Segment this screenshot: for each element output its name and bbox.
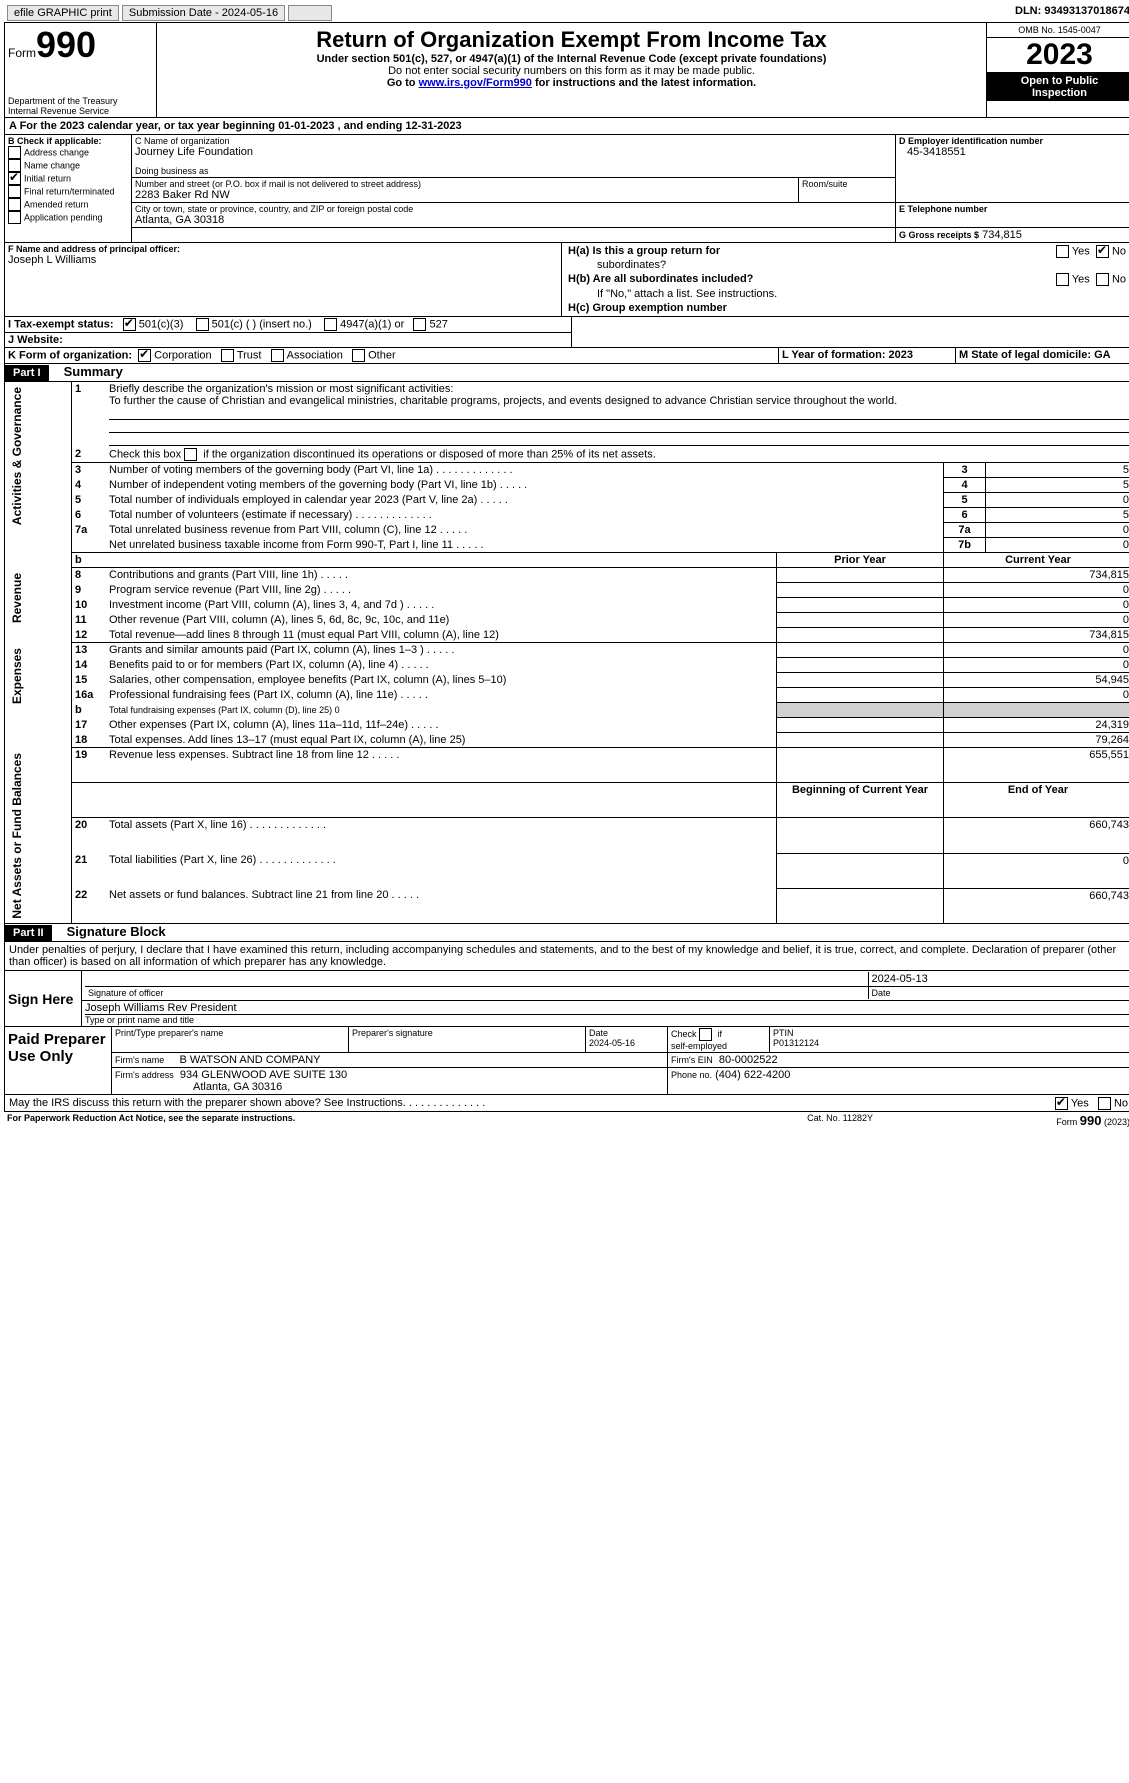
ssn-warning: Do not enter social security numbers on … — [161, 65, 982, 77]
page-footer: For Paperwork Reduction Act Notice, see … — [4, 1112, 1129, 1129]
paid-preparer-block: Paid Preparer Use Only Print/Type prepar… — [4, 1027, 1129, 1095]
perjury-statement: Under penalties of perjury, I declare th… — [4, 941, 1129, 971]
checkbox-501c3[interactable] — [123, 318, 136, 331]
side-activities: Activities & Governance — [8, 383, 26, 529]
checkbox-discuss-no[interactable] — [1098, 1097, 1111, 1110]
checkbox-ha-no[interactable] — [1096, 245, 1109, 258]
checkbox-assoc[interactable] — [271, 349, 284, 362]
box-i-status: I Tax-exempt status: 501(c)(3) 501(c) ( … — [5, 317, 572, 333]
submission-date-button[interactable]: Submission Date - 2024-05-16 — [122, 5, 285, 21]
box-c-room: Room/suite — [799, 178, 896, 203]
checkbox-self-employed[interactable] — [699, 1028, 712, 1041]
form-title: Return of Organization Exempt From Incom… — [161, 27, 982, 53]
part1-table: Activities & Governance 1 Briefly descri… — [4, 382, 1129, 924]
checkbox-ha-yes[interactable] — [1056, 245, 1069, 258]
checkbox-address-change[interactable] — [8, 146, 21, 159]
side-netassets: Net Assets or Fund Balances — [8, 749, 26, 923]
box-b: B Check if applicable: Address change Na… — [5, 135, 132, 243]
checkbox-4947[interactable] — [324, 318, 337, 331]
checkbox-initial-return[interactable] — [8, 172, 21, 185]
box-l-year: L Year of formation: 2023 — [779, 348, 956, 364]
checkbox-amended-return[interactable] — [8, 198, 21, 211]
checkbox-application-pending[interactable] — [8, 211, 21, 224]
discuss-line: May the IRS discuss this return with the… — [4, 1095, 1129, 1112]
part1-header: Part I Summary — [4, 364, 1129, 382]
checkbox-501c[interactable] — [196, 318, 209, 331]
open-to-public: Open to Public Inspection — [987, 73, 1129, 101]
checkbox-final-return[interactable] — [8, 185, 21, 198]
irs-link[interactable]: www.irs.gov/Form990 — [419, 77, 532, 89]
efile-button[interactable]: efile GRAPHIC print — [7, 5, 119, 21]
dept-irs: Internal Revenue Service — [8, 106, 153, 116]
form-subtitle: Under section 501(c), 527, or 4947(a)(1)… — [161, 53, 982, 65]
box-e-phone: E Telephone number — [896, 203, 1129, 228]
topbar: efile GRAPHIC print Submission Date - 20… — [4, 4, 1129, 22]
side-expenses: Expenses — [8, 644, 26, 708]
box-h: H(a) Is this a group return for Yes No s… — [562, 243, 1129, 317]
form-number: 990 — [36, 24, 96, 65]
box-j-website: J Website: — [5, 333, 572, 348]
form-header: Form990 Department of the Treasury Inter… — [4, 22, 1129, 118]
tax-year: 2023 — [987, 38, 1129, 73]
checkbox-discuss-yes[interactable] — [1055, 1097, 1068, 1110]
sign-here-block: Sign Here 2024-05-13 Signature of office… — [4, 971, 1129, 1027]
goto-line: Go to www.irs.gov/Form990 for instructio… — [161, 77, 982, 89]
box-f-officer: F Name and address of principal officer:… — [5, 243, 562, 317]
box-c-name: C Name of organization Journey Life Foun… — [132, 135, 896, 178]
checkbox-discontinued[interactable] — [184, 448, 197, 461]
dln: DLN: 93493137018674 — [831, 4, 1129, 22]
box-c-street: Number and street (or P.O. box if mail i… — [132, 178, 799, 203]
box-d-ein: D Employer identification number 45-3418… — [896, 135, 1129, 203]
blank-button[interactable] — [288, 5, 332, 21]
checkbox-trust[interactable] — [221, 349, 234, 362]
checkbox-527[interactable] — [413, 318, 426, 331]
omb-number: OMB No. 1545-0047 — [987, 23, 1129, 38]
side-revenue: Revenue — [8, 569, 26, 627]
box-g-gross: G Gross receipts $ 734,815 — [896, 228, 1129, 243]
checkbox-other[interactable] — [352, 349, 365, 362]
box-c-city: City or town, state or province, country… — [132, 203, 896, 228]
part2-header: Part II Signature Block — [4, 924, 1129, 941]
box-k-form-org: K Form of organization: Corporation Trus… — [5, 348, 779, 364]
checkbox-hb-yes[interactable] — [1056, 273, 1069, 286]
checkbox-hb-no[interactable] — [1096, 273, 1109, 286]
box-m-state: M State of legal domicile: GA — [956, 348, 1129, 364]
checkbox-corp[interactable] — [138, 349, 151, 362]
dept-treasury: Department of the Treasury — [8, 96, 153, 106]
form-word: Form — [8, 46, 36, 60]
line-a-tax-year: A For the 2023 calendar year, or tax yea… — [4, 118, 1129, 135]
